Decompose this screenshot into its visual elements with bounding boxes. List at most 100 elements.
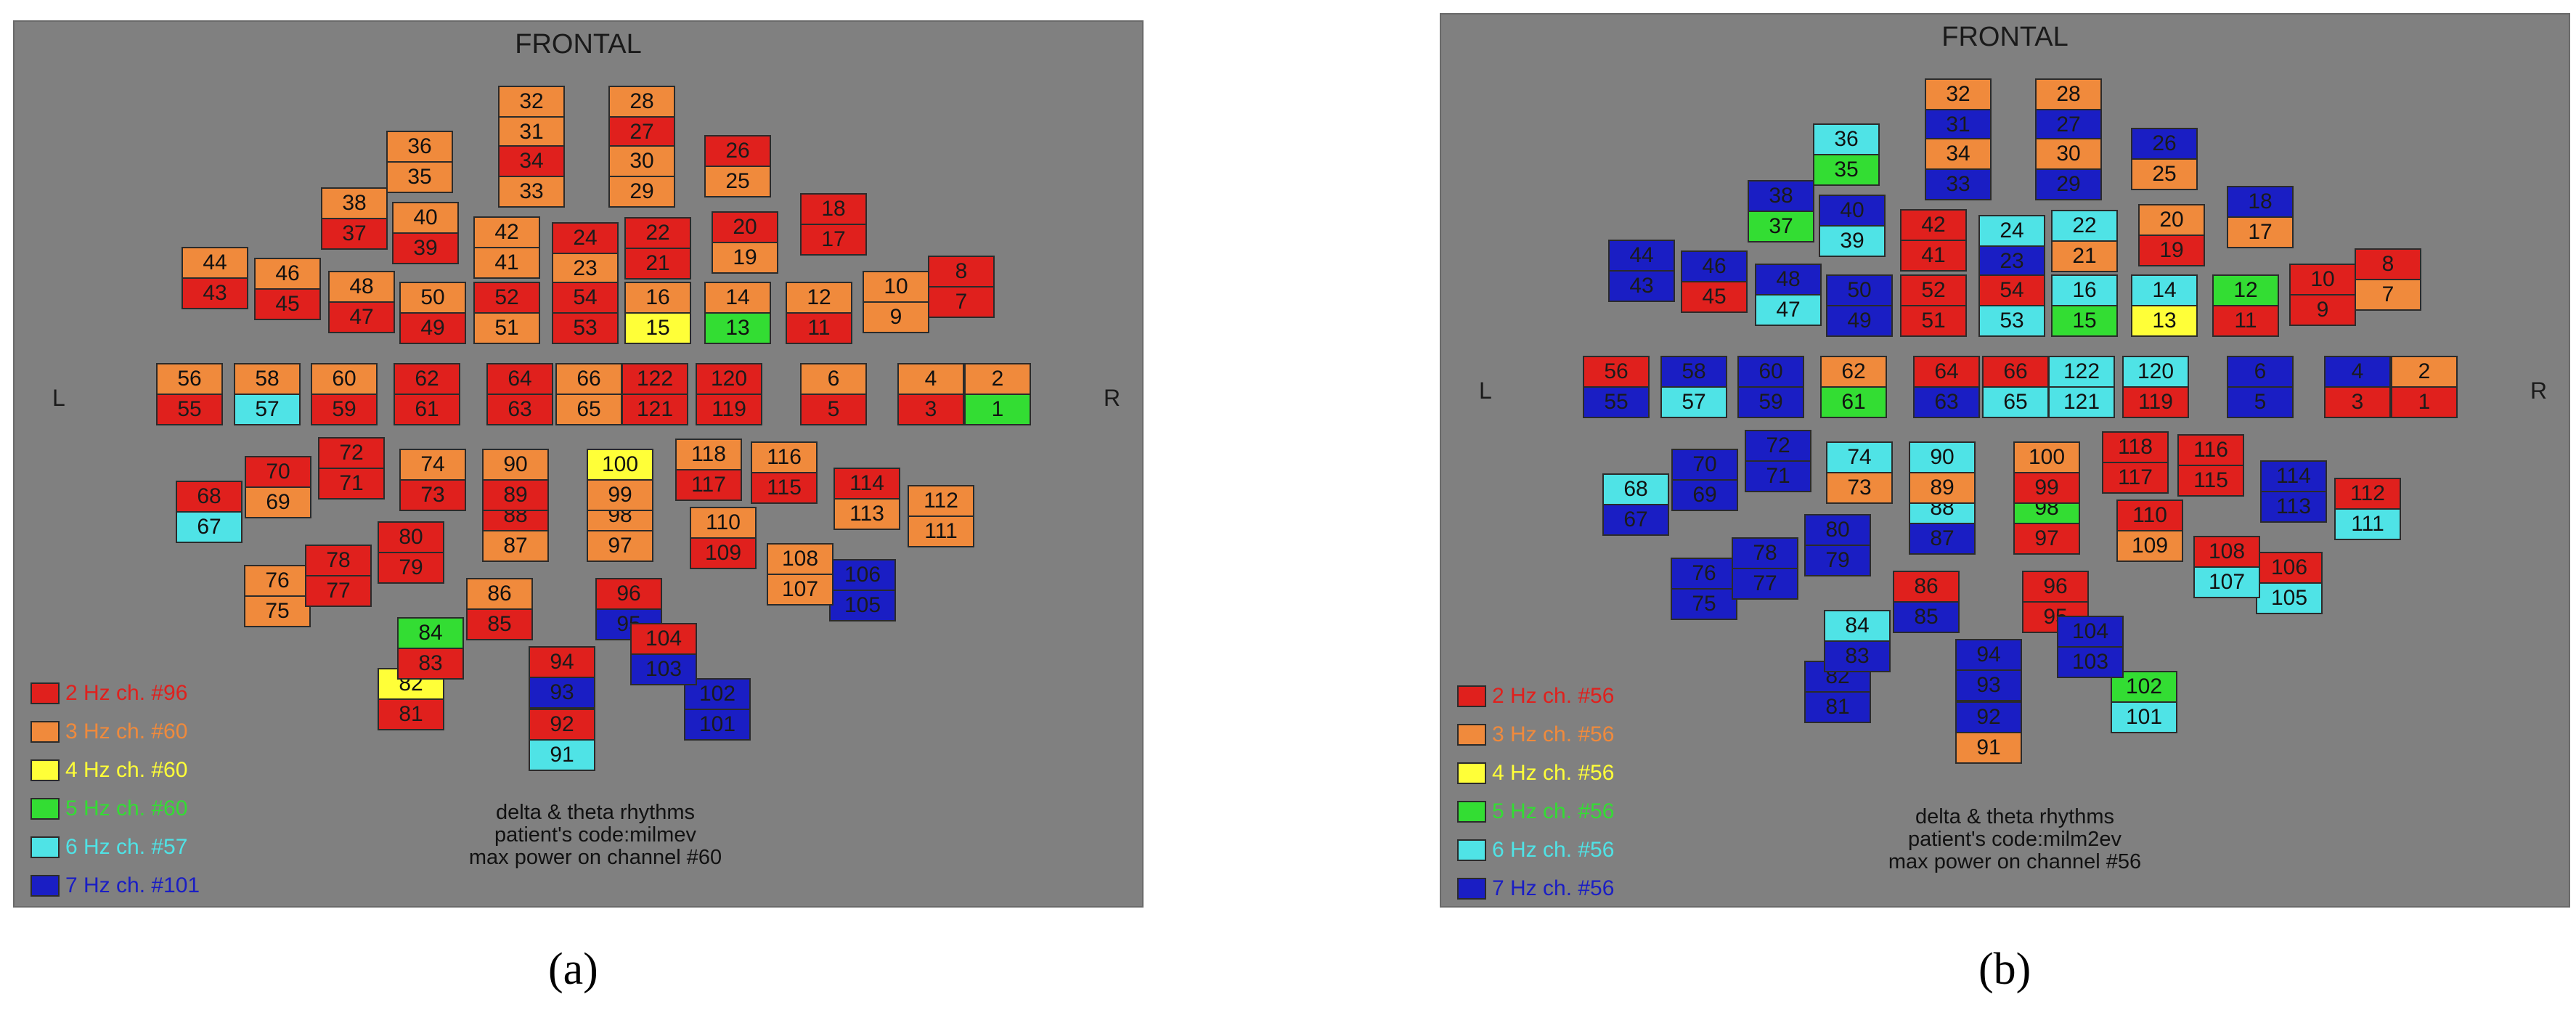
channel-114: 114: [833, 468, 900, 500]
channel-41: 41: [473, 247, 540, 279]
channel-57: 57: [234, 394, 301, 425]
channel-30: 30: [2035, 138, 2102, 170]
channel-36: 36: [386, 131, 453, 163]
channel-28: 28: [2035, 78, 2102, 110]
caption-a: (a): [548, 945, 598, 994]
channel-13: 13: [704, 312, 771, 344]
channel-106: 106: [829, 559, 896, 591]
legend-item: 6 Hz ch. #57: [30, 828, 200, 866]
channel-58: 58: [1660, 356, 1727, 388]
channel-68: 68: [176, 481, 242, 513]
left-label: L: [52, 385, 65, 411]
channel-118: 118: [675, 439, 742, 470]
channel-90: 90: [1909, 441, 1976, 473]
channel-14: 14: [2131, 274, 2198, 306]
channel-100: 100: [587, 449, 653, 481]
channel-113: 113: [833, 498, 900, 530]
channel-1: 1: [964, 394, 1031, 425]
channel-14: 14: [704, 282, 771, 314]
channel-18: 18: [800, 193, 867, 225]
channel-23: 23: [552, 253, 619, 285]
channel-103: 103: [630, 653, 697, 685]
channel-6: 6: [800, 363, 867, 395]
legend-label: 5 Hz ch. #56: [1492, 799, 1615, 823]
channel-39: 39: [392, 232, 459, 264]
channel-4: 4: [2324, 356, 2391, 388]
channel-96: 96: [2022, 571, 2089, 603]
channel-45: 45: [1681, 281, 1748, 313]
channel-10: 10: [2289, 264, 2356, 295]
channel-62: 62: [1820, 356, 1887, 388]
legend-label: 2 Hz ch. #56: [1492, 683, 1615, 708]
legend-swatch: [30, 836, 60, 858]
frontal-label: FRONTAL: [1941, 22, 2068, 52]
channel-70: 70: [1671, 449, 1738, 481]
channel-80: 80: [378, 521, 444, 553]
channel-45: 45: [254, 288, 321, 320]
channel-19: 19: [712, 242, 778, 274]
channel-26: 26: [2131, 128, 2198, 160]
channel-121: 121: [2048, 386, 2115, 418]
channel-56: 56: [156, 363, 223, 395]
channel-114: 114: [2260, 460, 2327, 492]
channel-47: 47: [328, 301, 395, 333]
channel-43: 43: [182, 277, 248, 309]
channel-73: 73: [1826, 472, 1893, 504]
channel-12: 12: [2212, 274, 2279, 306]
legend-swatch: [1457, 685, 1486, 707]
channel-42: 42: [1900, 209, 1967, 241]
channel-71: 71: [318, 468, 385, 500]
channel-15: 15: [2051, 305, 2118, 337]
channel-104: 104: [2057, 616, 2124, 648]
channel-29: 29: [2035, 168, 2102, 200]
channel-27: 27: [608, 116, 675, 148]
channel-39: 39: [1819, 225, 1886, 257]
channel-34: 34: [498, 145, 565, 177]
channel-92: 92: [1955, 701, 2022, 733]
channel-37: 37: [321, 218, 388, 250]
legend-item: 2 Hz ch. #96: [30, 674, 200, 712]
legend-item: 4 Hz ch. #56: [1457, 754, 1614, 792]
channel-113: 113: [2260, 491, 2327, 523]
channel-35: 35: [386, 161, 453, 193]
channel-43: 43: [1608, 270, 1675, 302]
channel-101: 101: [2111, 701, 2177, 733]
channel-110: 110: [2116, 500, 2183, 531]
channel-55: 55: [156, 394, 223, 425]
channel-48: 48: [328, 271, 395, 303]
channel-67: 67: [1602, 504, 1669, 536]
channel-12: 12: [786, 282, 852, 314]
channel-116: 116: [751, 441, 818, 473]
legend-label: 3 Hz ch. #56: [1492, 722, 1615, 746]
channel-52: 52: [1900, 274, 1967, 306]
channel-63: 63: [486, 394, 553, 425]
channel-96: 96: [595, 578, 662, 610]
channel-93: 93: [1955, 669, 2022, 701]
channel-92: 92: [529, 709, 595, 741]
info-line: max power on channel #60: [468, 846, 722, 869]
channel-72: 72: [318, 437, 385, 469]
channel-112: 112: [2334, 478, 2401, 510]
channel-97: 97: [587, 530, 653, 562]
channel-111: 111: [2334, 508, 2401, 540]
legend-swatch: [1457, 800, 1486, 823]
channel-79: 79: [378, 552, 444, 584]
channel-29: 29: [608, 176, 675, 208]
channel-53: 53: [1978, 305, 2045, 337]
legend-swatch: [30, 797, 60, 820]
channel-21: 21: [2051, 240, 2118, 272]
channel-106: 106: [2256, 552, 2323, 584]
right-label: R: [1104, 385, 1121, 411]
channel-119: 119: [2122, 386, 2189, 418]
channel-25: 25: [2131, 158, 2198, 190]
channel-35: 35: [1813, 154, 1880, 186]
channel-4: 4: [897, 363, 964, 395]
channel-97: 97: [2013, 523, 2080, 555]
channel-7: 7: [928, 286, 995, 318]
channel-120: 120: [696, 363, 762, 395]
channel-52: 52: [473, 282, 540, 314]
channel-68: 68: [1602, 473, 1669, 505]
topomap-panel-a: FRONTAL L R 1 2 3 4 5 6 7 8 9 10 11 12 13 14 15 16 17 18 1…: [13, 20, 1144, 908]
channel-60: 60: [1737, 356, 1804, 388]
channel-90: 90: [482, 449, 549, 481]
